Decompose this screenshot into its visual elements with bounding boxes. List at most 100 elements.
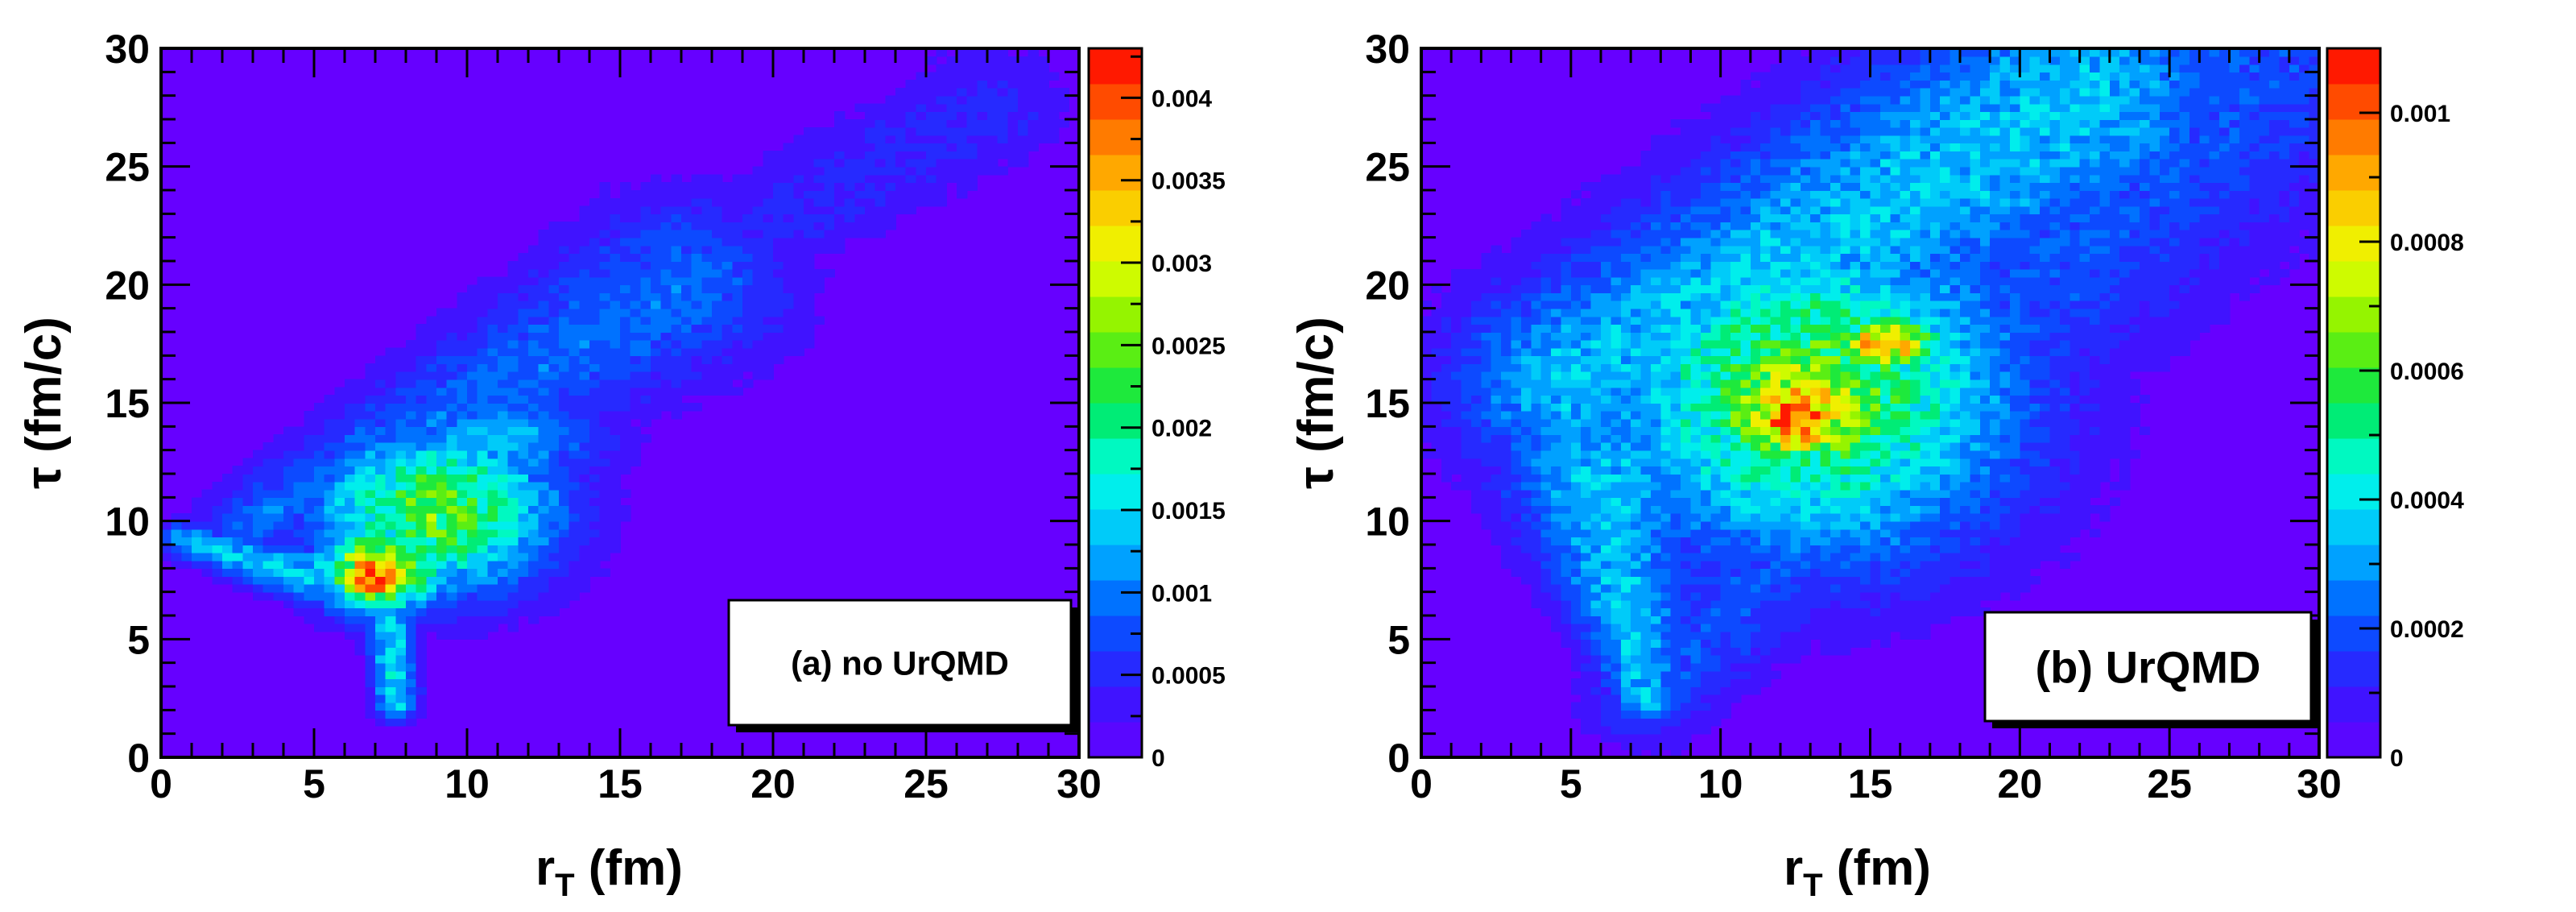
heatmap-cell <box>1681 158 1692 168</box>
heatmap-cell <box>334 583 345 593</box>
heatmap-cell <box>1461 363 1472 372</box>
heatmap-cell <box>548 441 560 451</box>
heatmap-cell <box>416 702 428 711</box>
heatmap-cell <box>660 205 672 215</box>
heatmap-cell <box>406 718 417 727</box>
heatmap-cell <box>966 95 978 105</box>
heatmap-cell <box>1790 537 1801 545</box>
heatmap-cell <box>1650 520 1662 530</box>
heatmap-cell <box>885 166 896 176</box>
heatmap-cell <box>1640 441 1652 451</box>
heatmap-cell <box>977 143 988 151</box>
heatmap-cell <box>742 229 754 238</box>
heatmap-cell <box>1611 481 1622 491</box>
heatmap-cell <box>997 111 1009 120</box>
heatmap-cell <box>1640 387 1652 396</box>
heatmap-cell <box>1690 387 1701 396</box>
heatmap-cell <box>1481 481 1492 491</box>
heatmap-cell <box>1640 182 1652 191</box>
heatmap-cell <box>1650 670 1662 680</box>
heatmap-cell <box>1790 292 1801 301</box>
heatmap-cell <box>1501 529 1512 538</box>
heatmap-cell <box>477 520 489 530</box>
heatmap-cell <box>538 316 550 325</box>
heatmap-cell <box>528 489 540 499</box>
heatmap-cell <box>395 583 407 593</box>
heatmap-cell <box>385 702 397 711</box>
heatmap-cell <box>640 308 651 317</box>
heatmap-cell <box>1700 308 1712 317</box>
heatmap-cell <box>1570 395 1582 404</box>
heatmap-cell <box>446 560 458 570</box>
heatmap-cell <box>1590 316 1602 325</box>
heatmap-cell <box>222 497 234 506</box>
heatmap-cell <box>1750 654 1762 664</box>
heatmap-cell <box>1611 537 1622 545</box>
heatmap-cell <box>538 410 550 420</box>
heatmap-cell <box>293 426 305 435</box>
heatmap-cell <box>1590 292 1602 301</box>
heatmap-cell <box>406 497 417 506</box>
heatmap-cell <box>1750 72 1762 81</box>
heatmap-cell <box>1700 261 1712 270</box>
heatmap-cell <box>579 520 590 530</box>
heatmap-cell <box>1770 426 1781 435</box>
heatmap-cell <box>1650 466 1662 475</box>
heatmap-cell <box>293 576 305 585</box>
heatmap-cell <box>630 355 642 364</box>
heatmap-cell <box>1511 316 1522 325</box>
heatmap-cell <box>354 591 366 601</box>
heatmap-cell <box>1441 466 1452 475</box>
heatmap-cell <box>314 434 325 443</box>
heatmap-cell <box>487 403 498 412</box>
heatmap-cell <box>895 174 907 184</box>
heatmap-cell <box>1581 639 1592 648</box>
heatmap-cell <box>804 229 815 238</box>
heatmap-cell <box>701 355 713 364</box>
heatmap-cell <box>977 80 988 89</box>
heatmap-cell <box>1760 332 1772 341</box>
heatmap-cell <box>293 458 305 467</box>
heatmap-cell <box>416 363 428 372</box>
heatmap-cell <box>1590 520 1602 530</box>
heatmap-cell <box>681 371 693 380</box>
heatmap-cell <box>507 497 519 506</box>
heatmap-cell <box>1570 347 1582 357</box>
heatmap-cell <box>498 308 509 317</box>
heatmap-cell <box>1670 222 1681 230</box>
heatmap-cell <box>936 151 948 160</box>
heatmap-cell <box>1681 190 1692 199</box>
heatmap-cell <box>354 426 366 435</box>
heatmap-cell <box>1590 284 1602 293</box>
heatmap-cell <box>1690 686 1701 695</box>
heatmap-cell <box>1690 371 1701 380</box>
heatmap-cell <box>1740 268 1751 278</box>
heatmap-cell <box>385 686 397 695</box>
heatmap-cell <box>1601 725 1612 735</box>
heatmap-cell <box>1690 583 1701 593</box>
heatmap-cell <box>1700 143 1712 151</box>
heatmap-cell <box>946 174 957 184</box>
colorbar-tick-label: 0.001 <box>1152 580 1212 607</box>
heatmap-cell <box>559 512 570 522</box>
heatmap-cell <box>1750 458 1762 467</box>
heatmap-cell <box>936 197 948 207</box>
heatmap-cell <box>1620 466 1631 475</box>
heatmap-cell <box>813 316 825 325</box>
heatmap-cell <box>1770 489 1781 499</box>
heatmap-cell <box>1650 197 1662 207</box>
heatmap-cell <box>1631 284 1642 293</box>
heatmap-cell <box>324 434 336 443</box>
heatmap-cell <box>1631 395 1642 404</box>
heatmap-cell <box>1670 733 1681 743</box>
heatmap-cell <box>660 347 672 357</box>
heatmap-cell <box>528 537 540 545</box>
heatmap-cell <box>518 529 529 538</box>
heatmap-cell <box>1470 316 1482 325</box>
colorbar-band <box>1089 474 1142 510</box>
heatmap-cell <box>1551 403 1562 412</box>
heatmap-cell <box>1650 135 1662 144</box>
heatmap-cell <box>1700 616 1712 624</box>
heatmap-cell <box>365 481 376 491</box>
heatmap-cell <box>813 237 825 247</box>
